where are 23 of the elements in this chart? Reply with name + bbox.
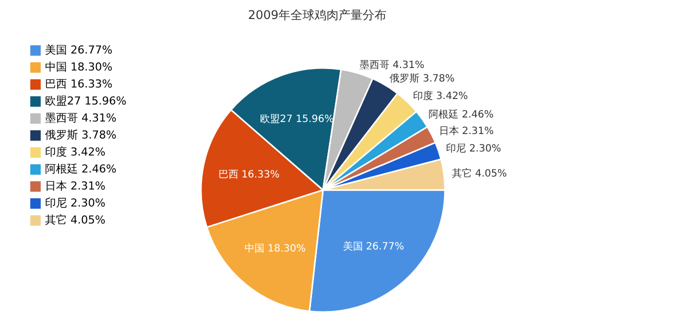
slice-label: 日本 2.31% [438, 124, 494, 137]
legend-label: 美国 26.77% [45, 44, 112, 56]
slice-label: 俄罗斯 3.78% [390, 72, 455, 84]
slice-label: 印尼 2.30% [446, 142, 502, 154]
slice-label: 印度 3.42% [412, 90, 468, 102]
legend-label: 日本 2.31% [45, 180, 106, 192]
legend-label: 墨西哥 4.31% [45, 112, 116, 124]
legend-label: 印度 3.42% [45, 146, 106, 158]
slice-label: 墨西哥 4.31% [359, 60, 424, 72]
slice-label: 阿根廷 2.46% [428, 108, 494, 120]
slice-label: 其它 4.05% [452, 168, 507, 180]
legend-label: 中国 18.30% [45, 60, 112, 74]
legend-label: 巴西 16.33% [45, 78, 112, 90]
legend-label: 俄罗斯 3.78% [45, 128, 116, 142]
slice-label: 中国 18.30% [244, 242, 306, 255]
slice-label: 欧盟27 15.96% [260, 113, 334, 126]
chart-title: 2009年全球鸡肉产量分布 [248, 8, 387, 22]
legend-label: 阿根廷 2.46% [45, 162, 116, 176]
slice-label: 巴西 16.33% [218, 170, 280, 181]
legend-label: 其它 4.05% [45, 214, 106, 226]
slice-label: 美国 26.77% [342, 240, 404, 252]
legend-label: 印尼 2.30% [45, 196, 106, 210]
legend-label: 欧盟27 15.96% [45, 94, 126, 108]
